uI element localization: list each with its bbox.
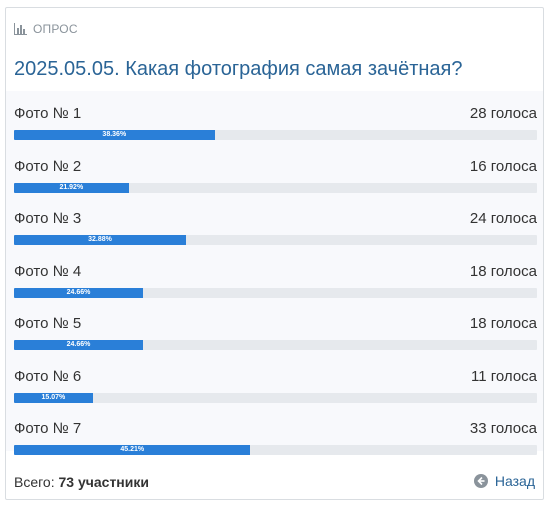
poll-option: Фото № 1 28 голоса 38.36% (14, 98, 537, 140)
progress-fill: 24.66% (14, 340, 143, 350)
progress-track: 38.36% (14, 130, 537, 140)
total-label: Всего: (14, 474, 55, 490)
progress-track: 15.07% (14, 392, 537, 403)
poll-title: 2025.05.05. Какая фотография самая зачёт… (14, 58, 463, 80)
option-votes: 33 голоса (469, 420, 537, 437)
option-votes: 18 голоса (469, 315, 537, 332)
poll-header-label: ОПРОС (33, 22, 78, 36)
option-label: Фото № 5 (14, 315, 82, 332)
total-value: 73 участники (58, 474, 149, 490)
back-arrow-icon (473, 474, 488, 488)
poll-option: Фото № 4 18 голоса 24.66% (14, 256, 537, 298)
total-participants: Всего: 73 участники (14, 474, 149, 490)
progress-fill: 45.21% (14, 445, 251, 455)
progress-fill: 24.66% (14, 287, 143, 298)
progress-percent: 21.92% (59, 183, 84, 191)
poll-option: Фото № 3 24 голоса 32.88% (14, 203, 537, 245)
progress-track: 45.21% (14, 445, 537, 455)
progress-fill: 32.88% (14, 235, 186, 245)
option-votes: 28 голоса (469, 105, 537, 122)
progress-percent: 24.66% (66, 288, 91, 296)
poll-card: ОПРОС 2025.05.05. Какая фотография самая… (5, 7, 544, 500)
poll-option: Фото № 2 16 голоса 21.92% (14, 151, 537, 193)
option-label: Фото № 2 (14, 157, 82, 175)
progress-track: 24.66% (14, 340, 537, 350)
option-votes: 11 голоса (471, 367, 537, 385)
back-link-label[interactable]: Назад (494, 473, 535, 489)
back-link[interactable]: Назад (473, 473, 535, 489)
progress-percent: 38.36% (102, 131, 127, 138)
poll-option: Фото № 6 11 голоса 15.07% (14, 361, 537, 403)
option-votes: 18 голоса (469, 262, 537, 280)
option-votes: 16 голоса (469, 157, 537, 175)
progress-fill: 15.07% (14, 392, 93, 403)
progress-percent: 24.66% (66, 341, 91, 348)
progress-percent: 32.88% (88, 236, 112, 243)
progress-fill: 21.92% (14, 182, 129, 193)
progress-percent: 45.21% (120, 446, 145, 453)
poll-option: Фото № 5 18 голоса 24.66% (14, 308, 537, 350)
option-label: Фото № 4 (14, 262, 82, 280)
progress-percent: 15.07% (41, 393, 66, 401)
option-votes: 24 голоса (469, 210, 537, 227)
option-label: Фото № 3 (14, 210, 82, 227)
bar-chart-icon (14, 23, 27, 35)
option-label: Фото № 1 (14, 105, 82, 122)
option-label: Фото № 6 (14, 367, 82, 385)
progress-fill: 38.36% (14, 130, 215, 140)
progress-track: 32.88% (14, 235, 537, 245)
poll-results (6, 91, 543, 451)
poll-option: Фото № 7 33 голоса 45.21% (14, 413, 537, 455)
progress-track: 21.92% (14, 182, 537, 193)
option-label: Фото № 7 (14, 420, 82, 437)
progress-track: 24.66% (14, 287, 537, 298)
poll-header: ОПРОС (14, 22, 78, 36)
